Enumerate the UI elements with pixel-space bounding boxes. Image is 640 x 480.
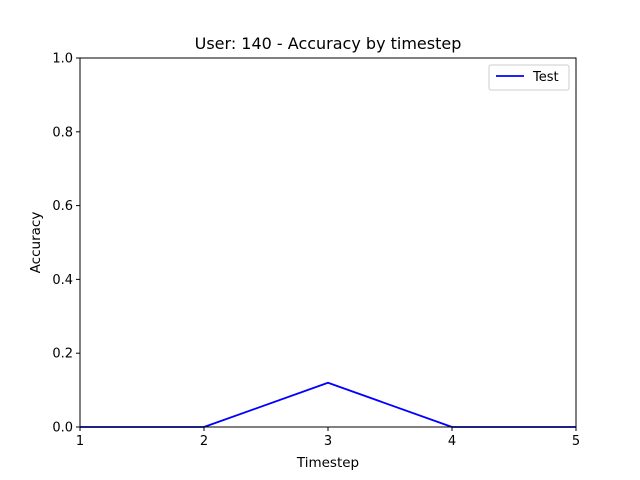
x-axis-label: Timestep — [296, 455, 359, 471]
x-tick-label: 2 — [200, 434, 208, 449]
legend-label: Test — [532, 70, 559, 85]
plot-frame — [79, 57, 577, 428]
x-tick-label: 3 — [324, 434, 332, 449]
y-axis: 0.0 0.2 0.4 0.6 0.8 1.0 — [52, 52, 80, 436]
chart-title: User: 140 - Accuracy by timestep — [195, 34, 462, 53]
y-tick-label: 0.4 — [52, 273, 73, 288]
x-tick-label: 1 — [76, 434, 84, 449]
x-axis: 1 2 3 4 5 — [76, 427, 580, 449]
x-tick-label: 4 — [448, 434, 456, 449]
y-tick-label: 0.6 — [52, 199, 73, 214]
y-tick-label: 0.0 — [52, 421, 73, 436]
x-tick-label: 5 — [572, 434, 580, 449]
plot-area — [80, 381, 576, 428]
y-tick-label: 0.8 — [52, 125, 73, 140]
legend-box — [488, 64, 570, 91]
y-axis-label: Accuracy — [28, 212, 44, 274]
y-tick-label: 1.0 — [52, 52, 73, 67]
legend: Test — [488, 64, 570, 91]
series-line-0 — [80, 381, 576, 428]
y-tick-label: 0.2 — [52, 347, 73, 362]
